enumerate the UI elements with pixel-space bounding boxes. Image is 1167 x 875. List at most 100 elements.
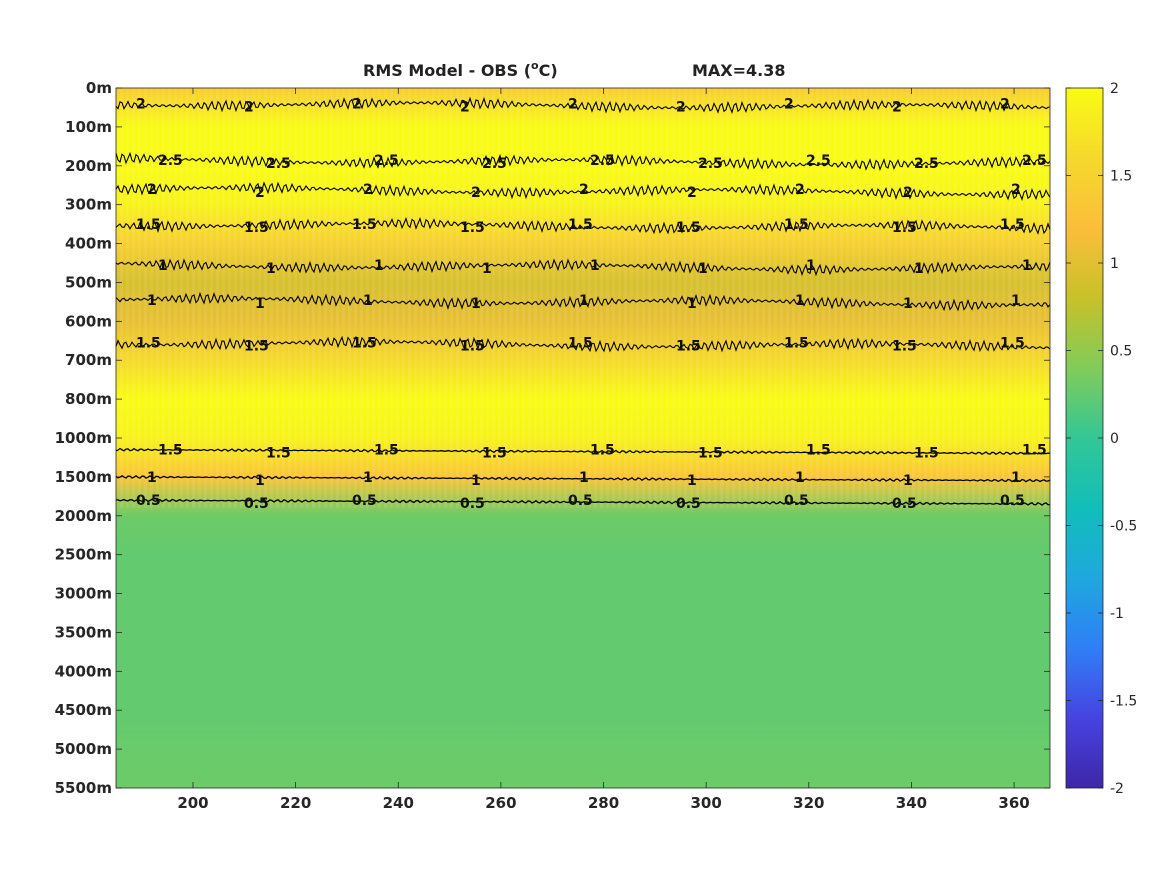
x-tick-label: 280 [588,794,619,812]
contour-label: 1 [687,473,697,489]
contour-label: 2 [579,182,589,198]
contour-label: 1 [687,296,697,312]
contour-label: 0.5 [352,493,377,509]
contour-label: 2.5 [698,156,723,172]
contour-label: 2.5 [482,156,507,172]
y-tick-label: 800m [65,390,112,408]
colorbar-tick-label: -2 [1110,781,1124,797]
contour-label: 1 [255,296,265,312]
y-tick-label: 0m [86,79,112,97]
y-tick-label: 600m [65,312,112,330]
contour-label: 1.5 [568,336,593,352]
colorbar: 2 1.5 1 0.5 0 -0.5 -1 -1.5 -2 [1065,81,1137,797]
contour-line [115,96,1051,114]
contour-label: 1.5 [806,443,831,459]
contour-label: 2.5 [374,153,399,169]
contour-label: 2 [903,185,913,201]
contour-line [116,498,1051,506]
y-axis: 0m 100m 200m 300m 400m 500m 600m 700m 800m 1000m 1… [55,79,1050,797]
y-tick-label: 4500m [55,701,112,719]
contour-label: 2 [1011,182,1021,198]
contour-label: 1.5 [374,443,399,459]
colorbar-tick-label: -1.5 [1110,694,1137,710]
contour-line [115,447,1051,456]
contour-label: 1.5 [352,336,377,352]
contour-label: 1 [374,258,384,274]
contour-label: 2 [687,185,697,201]
contour-label: 1.5 [158,443,183,459]
x-tick-label: 340 [896,794,927,812]
contour-label: 1.5 [266,446,291,462]
colorbar-tick-label: 0.5 [1110,344,1132,360]
contour-label: 2 [244,100,254,116]
contour-label: 1.5 [482,446,507,462]
colorbar-tick-label: -1 [1110,606,1124,622]
y-tick-label: 400m [65,235,112,253]
contour-label: 1.5 [676,220,701,236]
max-annotation: MAX=4.38 [692,61,786,80]
contour-labels: 0.5 0.5 0.5 0.5 0.5 0.5 0.5 0.5 0.51 1 1 1 1 1 1 1 11.5 1… [136,97,1047,513]
colorbar-tick-label: 1 [1110,256,1119,272]
contour-label: 1 [1011,470,1021,486]
contour-label: 1 [266,261,276,277]
contour-label: 0.5 [244,496,269,512]
contour-label: 1.5 [914,446,939,462]
contour-label: 0.5 [892,496,917,512]
contour-label: 1.5 [892,220,917,236]
contour-label: 2.5 [914,156,939,172]
y-tick-label: 1500m [55,468,112,486]
contour-label: 1 [471,473,481,489]
plot-area: 0.5 0.5 0.5 0.5 0.5 0.5 0.5 0.5 0.51 1 1 1 1 1 1 1 11.5 1… [115,87,1051,789]
y-tick-label: 2000m [55,507,112,525]
contour-label: 2 [136,97,146,113]
contour-label: 1.5 [676,339,701,355]
contour-line [115,151,1051,171]
contour-label: 0.5 [568,493,593,509]
contour-label: 2.5 [158,153,183,169]
contour-label: 1.5 [568,217,593,233]
contour-label: 2 [568,97,578,113]
contour-label: 2 [147,182,157,198]
contour-label: 1.5 [892,339,917,355]
y-tick-label: 1000m [55,429,112,447]
colorbar-tick-label: 0 [1110,431,1119,447]
y-tick-label: 200m [65,157,112,175]
x-tick-label: 360 [998,794,1029,812]
contour-label: 2.5 [590,153,615,169]
colorbar-tick-label: 1.5 [1110,169,1132,185]
y-tick-label: 5500m [55,779,112,797]
contour-label: 0.5 [784,493,809,509]
contour-label: 1 [363,470,373,486]
contour-label: 1 [471,296,481,312]
contour-line [115,291,1051,312]
x-tick-label: 260 [485,794,516,812]
contour-label: 1.5 [136,217,161,233]
y-tick-label: 300m [65,196,112,214]
contour-label: 1 [255,473,265,489]
contour-label: 1.5 [136,336,161,352]
y-tick-label: 100m [65,118,112,136]
contour-label: 1.5 [460,220,485,236]
y-tick-label: 5000m [55,740,112,758]
contour-label: 1 [806,258,816,274]
x-tick-label: 320 [793,794,824,812]
contour-label: 2 [795,182,805,198]
contour-label: 0.5 [676,496,701,512]
contour-line [115,335,1051,353]
y-tick-label: 3000m [55,585,112,603]
chart-title: RMS Model - OBS (oC) [363,59,558,80]
contour-label: 2 [676,100,686,116]
contour-label: 1.5 [698,446,723,462]
contour-label: 2.5 [1022,153,1047,169]
x-tick-label: 240 [383,794,414,812]
contour-label: 1.5 [244,339,269,355]
contour-label: 1 [1022,258,1032,274]
y-tick-label: 4000m [55,662,112,680]
contour-label: 1.5 [590,443,615,459]
x-tick-label: 300 [691,794,722,812]
contour-label: 2.5 [266,156,291,172]
contour-label: 1 [795,293,805,309]
contour-label: 1.5 [1000,217,1025,233]
y-tick-label: 500m [65,273,112,291]
